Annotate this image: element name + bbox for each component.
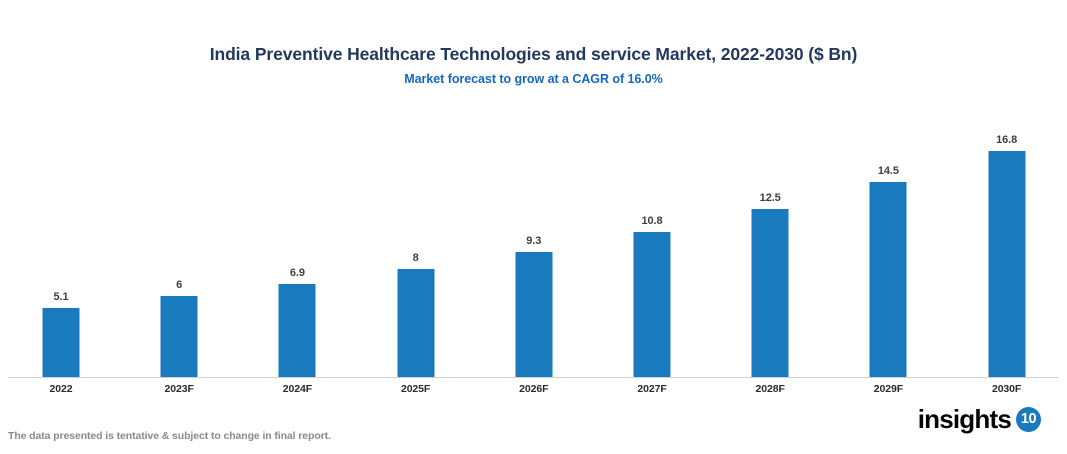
bar-value-label: 9.3 xyxy=(526,234,542,247)
logo-badge-icon: 10 xyxy=(1016,406,1041,432)
x-axis-tick-label: 2022 xyxy=(49,383,73,395)
bar-group: 6.9 2024F xyxy=(249,0,345,400)
bar-value-label: 6 xyxy=(176,279,183,292)
x-axis-tick-label: 2029F xyxy=(873,383,904,395)
bar[interactable] xyxy=(42,308,80,377)
disclaimer-note: The data presented is tentative & subjec… xyxy=(8,430,331,442)
bar-value-label: 12.5 xyxy=(759,191,781,204)
bar-value-label: 16.8 xyxy=(996,134,1018,146)
bar-group: 14.5 2029F xyxy=(840,0,936,400)
bar-value-label: 8 xyxy=(412,252,419,265)
logo-wordmark: insights xyxy=(917,404,1012,434)
x-axis-tick-label: 2028F xyxy=(755,383,785,395)
x-axis-tick-label: 2027F xyxy=(637,383,667,395)
bar-value-label: 6.9 xyxy=(289,267,305,280)
bar-group: 10.8 2027F xyxy=(604,0,700,400)
bar[interactable] xyxy=(397,269,435,377)
bar[interactable] xyxy=(278,284,316,377)
x-axis-tick-label: 2025F xyxy=(400,383,431,395)
chart-title: India Preventive Healthcare Technologies… xyxy=(209,44,858,64)
bar-group: 5.1 2022 xyxy=(13,0,109,400)
bar[interactable] xyxy=(515,251,553,377)
bar-value-label: 5.1 xyxy=(53,291,69,304)
bar-value-label: 14.5 xyxy=(877,164,899,177)
x-axis-tick-label: 2030F xyxy=(991,383,1022,395)
bar-group: 12.5 2028F xyxy=(722,0,818,400)
insights10-logo: insights 10 xyxy=(918,406,1041,432)
x-axis-tick-label: 2026F xyxy=(519,383,549,395)
bar-group: 8 2025F xyxy=(368,0,464,400)
bar[interactable] xyxy=(751,208,789,377)
bar-value-label: 10.8 xyxy=(641,214,663,227)
bar-group: 16.8 2030F xyxy=(959,0,1055,400)
chart-subtitle: Market forecast to grow at a CAGR of 16.… xyxy=(404,72,663,86)
bar[interactable] xyxy=(160,296,198,377)
x-axis-tick-label: 2024F xyxy=(282,383,313,395)
bar[interactable] xyxy=(988,151,1026,377)
x-axis-tick-label: 2023F xyxy=(164,383,194,395)
bar[interactable] xyxy=(869,181,907,377)
x-axis-line xyxy=(8,377,1058,378)
bar[interactable] xyxy=(633,231,671,377)
plot-area: 5.1 2022 6 2023F 6.9 2024F 8 2025F 9.3 2026F 10.8 2… xyxy=(8,0,1058,400)
bar-group: 6 2023F xyxy=(131,0,227,400)
bar-group: 9.3 2026F xyxy=(486,0,582,400)
